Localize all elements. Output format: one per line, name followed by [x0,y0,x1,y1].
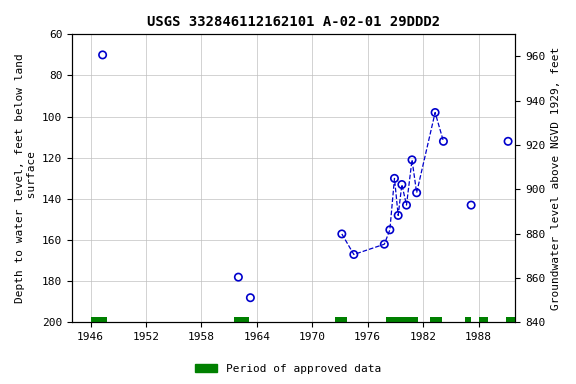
Point [467,202,476,208]
Point [393,212,403,218]
Point [503,138,513,144]
Point [407,157,416,163]
Point [98,52,107,58]
Point [412,190,421,196]
Point [390,175,399,181]
Point [349,252,358,258]
Point [380,241,389,247]
Point [397,182,407,188]
Point [402,202,411,208]
Point [430,109,439,116]
Title: USGS 332846112162101 A-02-01 29DDD2: USGS 332846112162101 A-02-01 29DDD2 [147,15,441,29]
Y-axis label: Depth to water level, feet below land
 surface: Depth to water level, feet below land su… [15,53,37,303]
Point [246,295,255,301]
Legend: Period of approved data: Period of approved data [191,359,385,379]
Point [234,274,243,280]
Point [439,138,448,144]
Y-axis label: Groundwater level above NGVD 1929, feet: Groundwater level above NGVD 1929, feet [551,47,561,310]
Point [385,227,395,233]
Point [337,231,346,237]
